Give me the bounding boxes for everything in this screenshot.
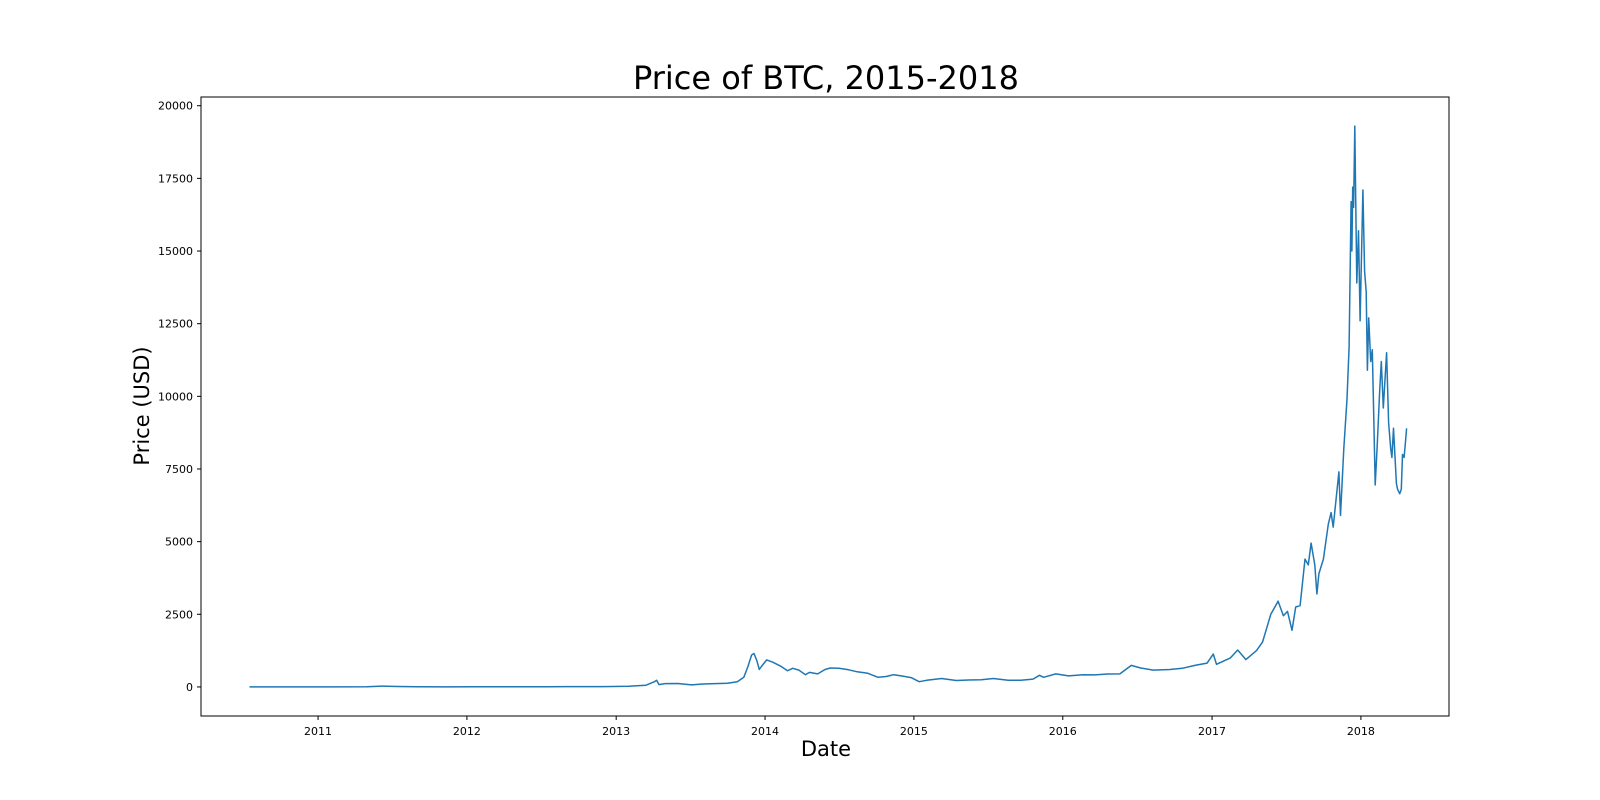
- y-tick-label: 12500: [158, 318, 193, 331]
- x-tick-label: 2015: [900, 725, 928, 738]
- y-tick-label: 20000: [158, 100, 193, 113]
- x-tick-label: 2013: [602, 725, 630, 738]
- x-tick-label: 2011: [304, 725, 332, 738]
- y-tick-label: 5000: [165, 536, 193, 549]
- x-tick-label: 2017: [1198, 725, 1226, 738]
- series-line-btc-price: [249, 125, 1408, 688]
- y-tick-label: 0: [186, 681, 193, 694]
- x-tick-label: 2016: [1049, 725, 1077, 738]
- x-tick-label: 2018: [1347, 725, 1375, 738]
- x-axis-label: Date: [801, 737, 851, 761]
- x-tick-label: 2014: [751, 725, 779, 738]
- y-axis-ticks: 0 2500 5000 7500 10000 12500 15000 17500 20000: [158, 100, 201, 694]
- y-tick-label: 15000: [158, 245, 193, 258]
- y-tick-label: 2500: [165, 608, 193, 621]
- y-tick-label: 17500: [158, 172, 193, 185]
- chart-title: Price of BTC, 2015-2018: [633, 59, 1019, 97]
- y-tick-label: 7500: [165, 463, 193, 476]
- y-tick-label: 10000: [158, 390, 193, 403]
- x-tick-label: 2012: [453, 725, 481, 738]
- x-axis-ticks: 2011 2012 2013 2014 2015 2016 2017 2018: [304, 716, 1375, 738]
- y-axis-label: Price (USD): [130, 346, 154, 465]
- plot-area-frame: [200, 96, 1450, 717]
